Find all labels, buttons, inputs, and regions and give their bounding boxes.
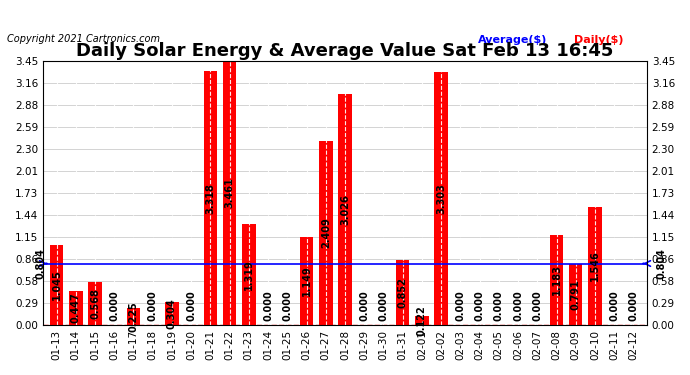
Text: 1.149: 1.149 (302, 266, 312, 296)
Text: 0.000: 0.000 (475, 291, 484, 321)
Text: 0.000: 0.000 (513, 291, 523, 321)
Text: 1.319: 1.319 (244, 259, 254, 290)
Text: 0.122: 0.122 (417, 305, 427, 336)
Text: 0.852: 0.852 (397, 277, 408, 308)
Bar (165, 302, 179, 325)
Bar (88, 282, 101, 325)
Text: 0.568: 0.568 (90, 288, 100, 319)
Text: 0.000: 0.000 (532, 291, 542, 321)
Text: 3.318: 3.318 (206, 183, 215, 213)
Text: 0.000: 0.000 (609, 291, 619, 321)
Text: 0.804: 0.804 (35, 248, 45, 279)
Text: 3.303: 3.303 (436, 183, 446, 214)
Text: 3.026: 3.026 (340, 194, 350, 225)
Text: 0.000: 0.000 (186, 291, 196, 321)
Text: 0.000: 0.000 (109, 291, 119, 321)
Bar (223, 60, 237, 325)
Text: 0.000: 0.000 (494, 291, 504, 321)
Text: 1.183: 1.183 (551, 264, 562, 295)
Bar (396, 260, 409, 325)
Bar (69, 291, 83, 325)
Text: 0.000: 0.000 (629, 291, 638, 321)
Text: 0.447: 0.447 (71, 292, 81, 323)
Text: 3.461: 3.461 (225, 177, 235, 208)
Text: 0.000: 0.000 (263, 291, 273, 321)
Bar (300, 237, 313, 325)
Text: 0.000: 0.000 (378, 291, 388, 321)
Title: Daily Solar Energy & Average Value Sat Feb 13 16:45: Daily Solar Energy & Average Value Sat F… (77, 42, 613, 60)
Text: 0.000: 0.000 (282, 291, 293, 321)
Bar (435, 72, 448, 325)
Bar (338, 93, 352, 325)
Text: 1.546: 1.546 (590, 251, 600, 281)
Text: 0.304: 0.304 (167, 298, 177, 329)
Text: Daily($): Daily($) (575, 35, 624, 45)
Text: 1.045: 1.045 (52, 270, 61, 300)
Text: 0.791: 0.791 (571, 279, 581, 310)
Bar (50, 245, 63, 325)
Text: Average($): Average($) (478, 35, 547, 45)
Text: 0.000: 0.000 (455, 291, 465, 321)
Bar (242, 224, 255, 325)
Bar (550, 234, 563, 325)
Bar (127, 308, 140, 325)
Text: 0.804: 0.804 (656, 248, 667, 279)
Text: 0.000: 0.000 (148, 291, 158, 321)
Text: Copyright 2021 Cartronics.com: Copyright 2021 Cartronics.com (7, 34, 160, 44)
Text: 2.409: 2.409 (321, 217, 331, 248)
Text: 0.225: 0.225 (128, 301, 139, 332)
Bar (204, 71, 217, 325)
Bar (569, 264, 582, 325)
Bar (415, 316, 428, 325)
Bar (319, 141, 333, 325)
Bar (589, 207, 602, 325)
Text: 0.000: 0.000 (359, 291, 369, 321)
